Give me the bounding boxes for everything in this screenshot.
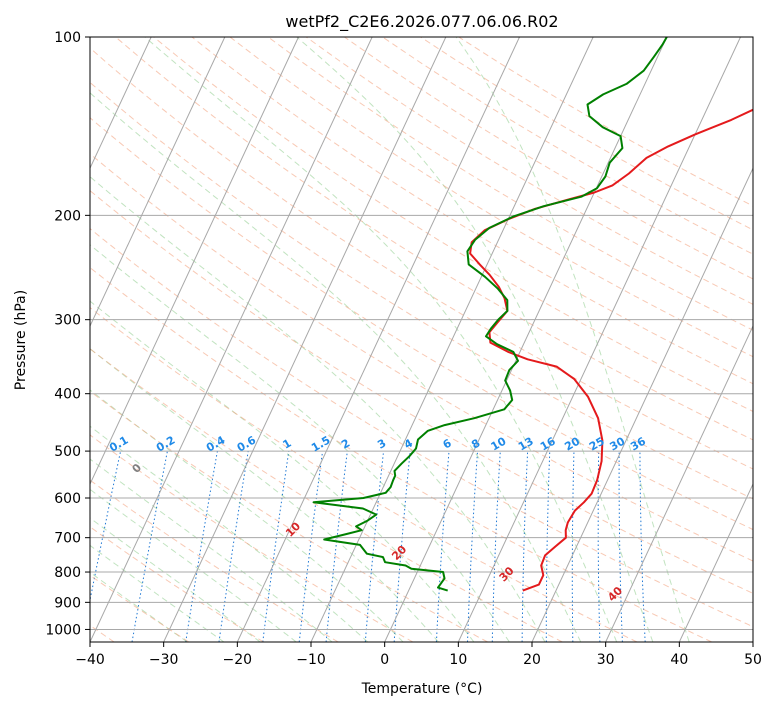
moist-adiabat [144, 37, 618, 642]
x-tick-label: 20 [523, 652, 541, 668]
x-tick-label: −40 [75, 652, 105, 668]
x-tick-label: 0 [380, 652, 389, 668]
dry-adiabat [153, 37, 753, 413]
moist-adiabat [90, 544, 225, 642]
mixing-ratio-line [298, 451, 324, 642]
isotherm-gridline [163, 37, 447, 642]
moist-adiabat [296, 37, 654, 642]
mixing-ratio-line [218, 451, 249, 642]
x-axis-label: Temperature (°C) [361, 681, 483, 697]
moist-adiabat [455, 37, 690, 642]
moist-adiabat [90, 425, 369, 642]
x-tick-label: 40 [670, 652, 688, 668]
y-tick-label: 1000 [45, 622, 81, 638]
isobar-gridlines [90, 37, 753, 630]
moist-adiabat [90, 389, 404, 642]
x-axis-ticks: −40 −30 −20 −10 0 10 20 30 40 50 [75, 642, 762, 668]
isotherm-gridline [310, 37, 594, 642]
y-axis-label: Pressure (hPa) [13, 290, 29, 390]
moist-adiabat [90, 244, 510, 642]
dry-adiabat [90, 390, 488, 642]
moist-adiabat [90, 571, 188, 642]
isotherm-gridline [236, 37, 520, 642]
dewpoint-profile-line [312, 37, 668, 592]
chart-title: wetPf2_C2E6.2026.077.06.06.R02 [285, 12, 558, 32]
isotherm-gridline [90, 37, 373, 642]
dry-adiabat [90, 266, 712, 642]
isotherm-gridline [90, 37, 152, 170]
moist-adiabat [90, 176, 546, 642]
x-tick-label: 30 [597, 652, 615, 668]
moist-adiabats [90, 37, 690, 642]
y-tick-label: 500 [54, 444, 81, 460]
dry-adiabat [90, 479, 339, 642]
y-tick-label: 600 [54, 491, 81, 507]
y-axis-ticks: 100 200 300 400 500 600 700 800 900 1000 [45, 30, 90, 638]
dry-adiabat [90, 574, 190, 642]
isotherm-gridline [457, 37, 741, 642]
dry-adiabat [229, 37, 753, 358]
moist-adiabat [90, 92, 582, 642]
dry-adiabat [191, 37, 753, 385]
isotherm-gridlines [90, 37, 753, 642]
mixing-ratio-line [393, 451, 411, 642]
dry-adiabat [90, 153, 753, 562]
profile-series [312, 37, 753, 592]
dry-adiabat [90, 306, 638, 642]
mixing-ratio-line [262, 451, 290, 642]
moist-adiabat [90, 300, 475, 642]
y-tick-label: 300 [54, 313, 81, 329]
isotherm-gridline [90, 37, 226, 328]
isotherm-gridline [384, 37, 668, 642]
x-tick-label: 10 [449, 652, 467, 668]
x-tick-label: −10 [296, 652, 326, 668]
isotherm-gridline [605, 324, 753, 642]
x-tick-label: 50 [744, 652, 762, 668]
moist-adiabat [90, 517, 261, 642]
y-tick-label: 800 [54, 565, 81, 581]
dry-adiabat [90, 81, 753, 500]
y-tick-label: 100 [54, 30, 81, 46]
dry-adiabats [90, 37, 753, 642]
y-tick-label: 400 [54, 387, 81, 403]
plot-frame [89, 36, 754, 643]
y-tick-label: 700 [54, 531, 81, 547]
mixing-ratio-line [325, 451, 348, 642]
y-tick-label: 900 [54, 595, 81, 611]
isotherm-gridline [531, 166, 753, 642]
isotherm-gridline [90, 37, 299, 486]
x-tick-label: −20 [223, 652, 253, 668]
x-tick-label: −30 [149, 652, 179, 668]
isotherm-gridline [678, 482, 753, 642]
dry-adiabat [305, 37, 753, 305]
dry-adiabat [90, 117, 753, 531]
y-tick-label: 200 [54, 208, 81, 224]
dry-adiabat [90, 348, 563, 642]
